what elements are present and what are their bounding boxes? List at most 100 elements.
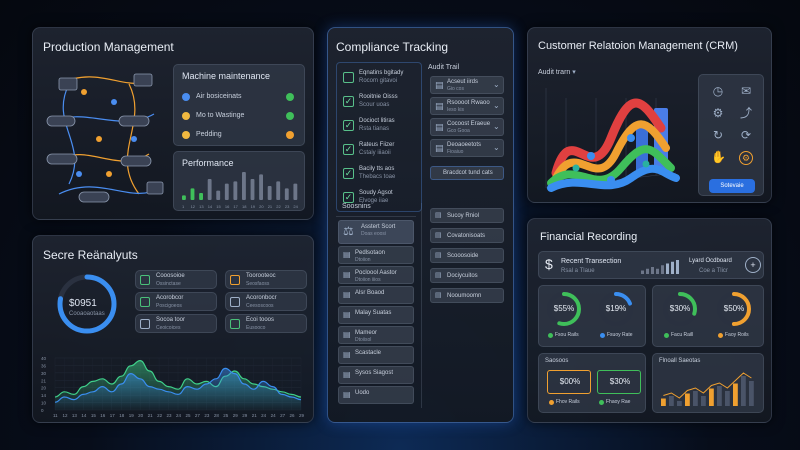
crm-3d-chart [545, 88, 680, 192]
maintenance-status-icon [182, 131, 190, 139]
financial-chart-bar [693, 391, 698, 406]
document-icon: ▤ [435, 212, 442, 219]
machine-maintenance-title: Machine maintenance [182, 71, 271, 81]
analytics-card[interactable]: Ecoi tooos Eusooco [225, 314, 307, 333]
area-chart-x-tick: 15 [91, 413, 97, 418]
maintenance-item[interactable]: Air bosiceinats [180, 89, 300, 105]
checklist-item[interactable]: ✓ Rooitnie Oisss Scour uoas [341, 91, 419, 113]
maintenance-item[interactable]: Pedding [180, 127, 300, 143]
section-item[interactable]: ▤ Scastacle [338, 346, 414, 364]
checkbox-icon[interactable]: ✓ [343, 192, 354, 203]
document-icon: ▤ [343, 310, 351, 319]
document-list-item[interactable]: ▤ Scooosoide [430, 248, 504, 263]
checklist-item-label: Docioct litiras [359, 118, 395, 124]
crm-action-button[interactable]: Sotevaie [709, 179, 755, 193]
analytics-card[interactable]: Acoronbocr Ceesoscoos [225, 292, 307, 311]
document-list-item[interactable]: ▤ Covatonisoats [430, 228, 504, 243]
checklist-item[interactable]: Eqnatins bgitady Rocom gitavoi [341, 67, 419, 89]
maintenance-status-icon [182, 112, 190, 120]
section-item[interactable]: ⚖ Asstert Scort Doas eoosi [338, 220, 414, 244]
area-chart-x-tick: 29 [242, 413, 248, 418]
document-icon: ▤ [343, 290, 351, 299]
audit-trail-item[interactable]: ▤ Acseut iirds Gio cos ⌄ [430, 76, 504, 94]
document-list-item[interactable]: ▤ Nooumoomn [430, 288, 504, 303]
handshake-icon[interactable]: ✋ [711, 150, 726, 164]
chevron-down-icon[interactable]: ⌄ [493, 143, 500, 152]
analytics-card-icon [140, 275, 150, 285]
section-item[interactable]: ▤ Pocloool Aastor Dtoiion iiios [338, 266, 414, 284]
checklist-item[interactable]: ✓ Soudy Agsot Elvoge iiae [341, 187, 419, 209]
finance-ring-value: $30% [669, 304, 691, 313]
area-chart-x-tick: 25 [185, 413, 191, 418]
checklist-item[interactable]: ✓ Docioct litiras Rsta tianas [341, 115, 419, 137]
settings-icon[interactable]: ⚙ [739, 151, 753, 165]
performance-tick: 18 [242, 204, 247, 209]
area-chart-x-tick: 14 [81, 413, 87, 418]
checklist-item[interactable]: ✓ Bacily tts aos Thebacs toae [341, 163, 419, 185]
lyoad-sub: Coe a Tlicr [699, 268, 728, 274]
audit-trail-item[interactable]: ▤ Rsoooot Rwaoo Ieso kis ⌄ [430, 97, 504, 115]
section-item-sub: Doas eoosi [361, 231, 387, 237]
chat-icon[interactable]: ✉ [740, 84, 752, 98]
analytics-card[interactable]: Socoa toor Ceoicoices [135, 314, 217, 333]
gear-icon[interactable]: ⚙ [712, 106, 724, 120]
checkbox-icon[interactable]: ✓ [343, 168, 354, 179]
document-list-item[interactable]: ▤ Dociycuitos [430, 268, 504, 283]
section-item[interactable]: ▤ Uodo [338, 386, 414, 404]
finance-panel: Financial Recording $ Recent Transection… [527, 218, 772, 423]
document-icon: ▤ [343, 350, 351, 359]
checkbox-icon[interactable]: ✓ [343, 120, 354, 131]
document-list-item[interactable]: ▤ Sucoy Rniol [430, 208, 504, 223]
audit-trail-item[interactable]: ▤ Cocoost Eraeue Gco Gooa ⌄ [430, 118, 504, 136]
section-item[interactable]: ▤ Pedlsotaon Dtoiion [338, 246, 414, 264]
audit-trail-button[interactable]: Bracdcot tund cats [430, 166, 504, 180]
checkbox-icon[interactable]: ✓ [343, 144, 354, 155]
area-chart-y-tick: 30 [41, 371, 47, 376]
sync-icon[interactable]: ⟳ [740, 128, 752, 142]
analytics-gauge [57, 274, 117, 334]
chevron-down-icon[interactable]: ⌄ [493, 101, 500, 110]
performance-bar [250, 179, 255, 200]
section-item[interactable]: ▤ Mameor Dtoiisol [338, 326, 414, 344]
financial-chart-bar [749, 381, 754, 406]
production-panel: Production Management Machine maintenanc… [32, 27, 314, 220]
section-item-label: Asstert Scort [361, 224, 396, 230]
section-item[interactable]: ▤ Malay Suatas [338, 306, 414, 324]
chevron-down-icon[interactable]: ⌄ [493, 80, 500, 89]
finance-summary-box[interactable]: $00% [547, 370, 591, 394]
analytics-card-sub: Ossinctase [156, 281, 181, 287]
document-list-item-label: Sucoy Rniol [447, 213, 480, 219]
section-item[interactable]: ▤ Alsr Boaod [338, 286, 414, 304]
analytics-card[interactable]: Acorobcor Poscigoeos [135, 292, 217, 311]
production-title: Production Management [43, 40, 174, 54]
analytics-card[interactable]: Cooosoioe Ossinctase [135, 270, 217, 289]
add-icon[interactable]: + [745, 257, 761, 273]
finance-summary-box[interactable]: $30% [597, 370, 641, 394]
finance-ring-value: $19% [605, 304, 627, 313]
checkbox-icon[interactable]: ✓ [343, 96, 354, 107]
finance-ring-svg [547, 292, 581, 326]
clock-icon[interactable]: ◷ [712, 84, 724, 98]
finance-ring-svg [717, 292, 751, 326]
checkbox-icon[interactable] [343, 72, 354, 83]
section-item-sub: Dtoiion iiios [355, 277, 381, 283]
dollar-icon: $ [545, 256, 553, 272]
performance-chart: 1 12 13 14 15 16 17 18 19 20 21 22 23 24 [182, 172, 299, 209]
crm-dropdown[interactable]: Audit trarn ▾ [538, 68, 576, 76]
financial-chart-bar [709, 388, 714, 406]
analytics-card[interactable]: Toorooteoc Seosfaoss [225, 270, 307, 289]
section-item[interactable]: ▤ Sysos Siagost [338, 366, 414, 384]
maintenance-item[interactable]: Mo to Wastinge [180, 108, 300, 124]
analytics-card-title: Acoronbocr [246, 295, 277, 301]
area-chart-x-tick: 23 [167, 413, 173, 418]
checklist-item[interactable]: ✓ Rateus Fiizer Cstaiy iiiaoii [341, 139, 419, 161]
refresh-icon[interactable]: ↻ [712, 128, 724, 142]
share-icon[interactable]: ⤴ [739, 106, 752, 120]
recent-transaction-bar [671, 261, 674, 274]
audit-trail-item[interactable]: ▤ Deoaoeetots Fioaiuo ⌄ [430, 139, 504, 157]
lyoad-title: Lyard Ocdboard [689, 258, 732, 264]
chevron-down-icon[interactable]: ⌄ [493, 122, 500, 131]
performance-card: Performance 1 12 13 14 15 16 17 18 19 20 21 22 23 24 [173, 151, 305, 211]
analytics-card-icon [140, 319, 150, 329]
performance-tick: 23 [285, 204, 290, 209]
